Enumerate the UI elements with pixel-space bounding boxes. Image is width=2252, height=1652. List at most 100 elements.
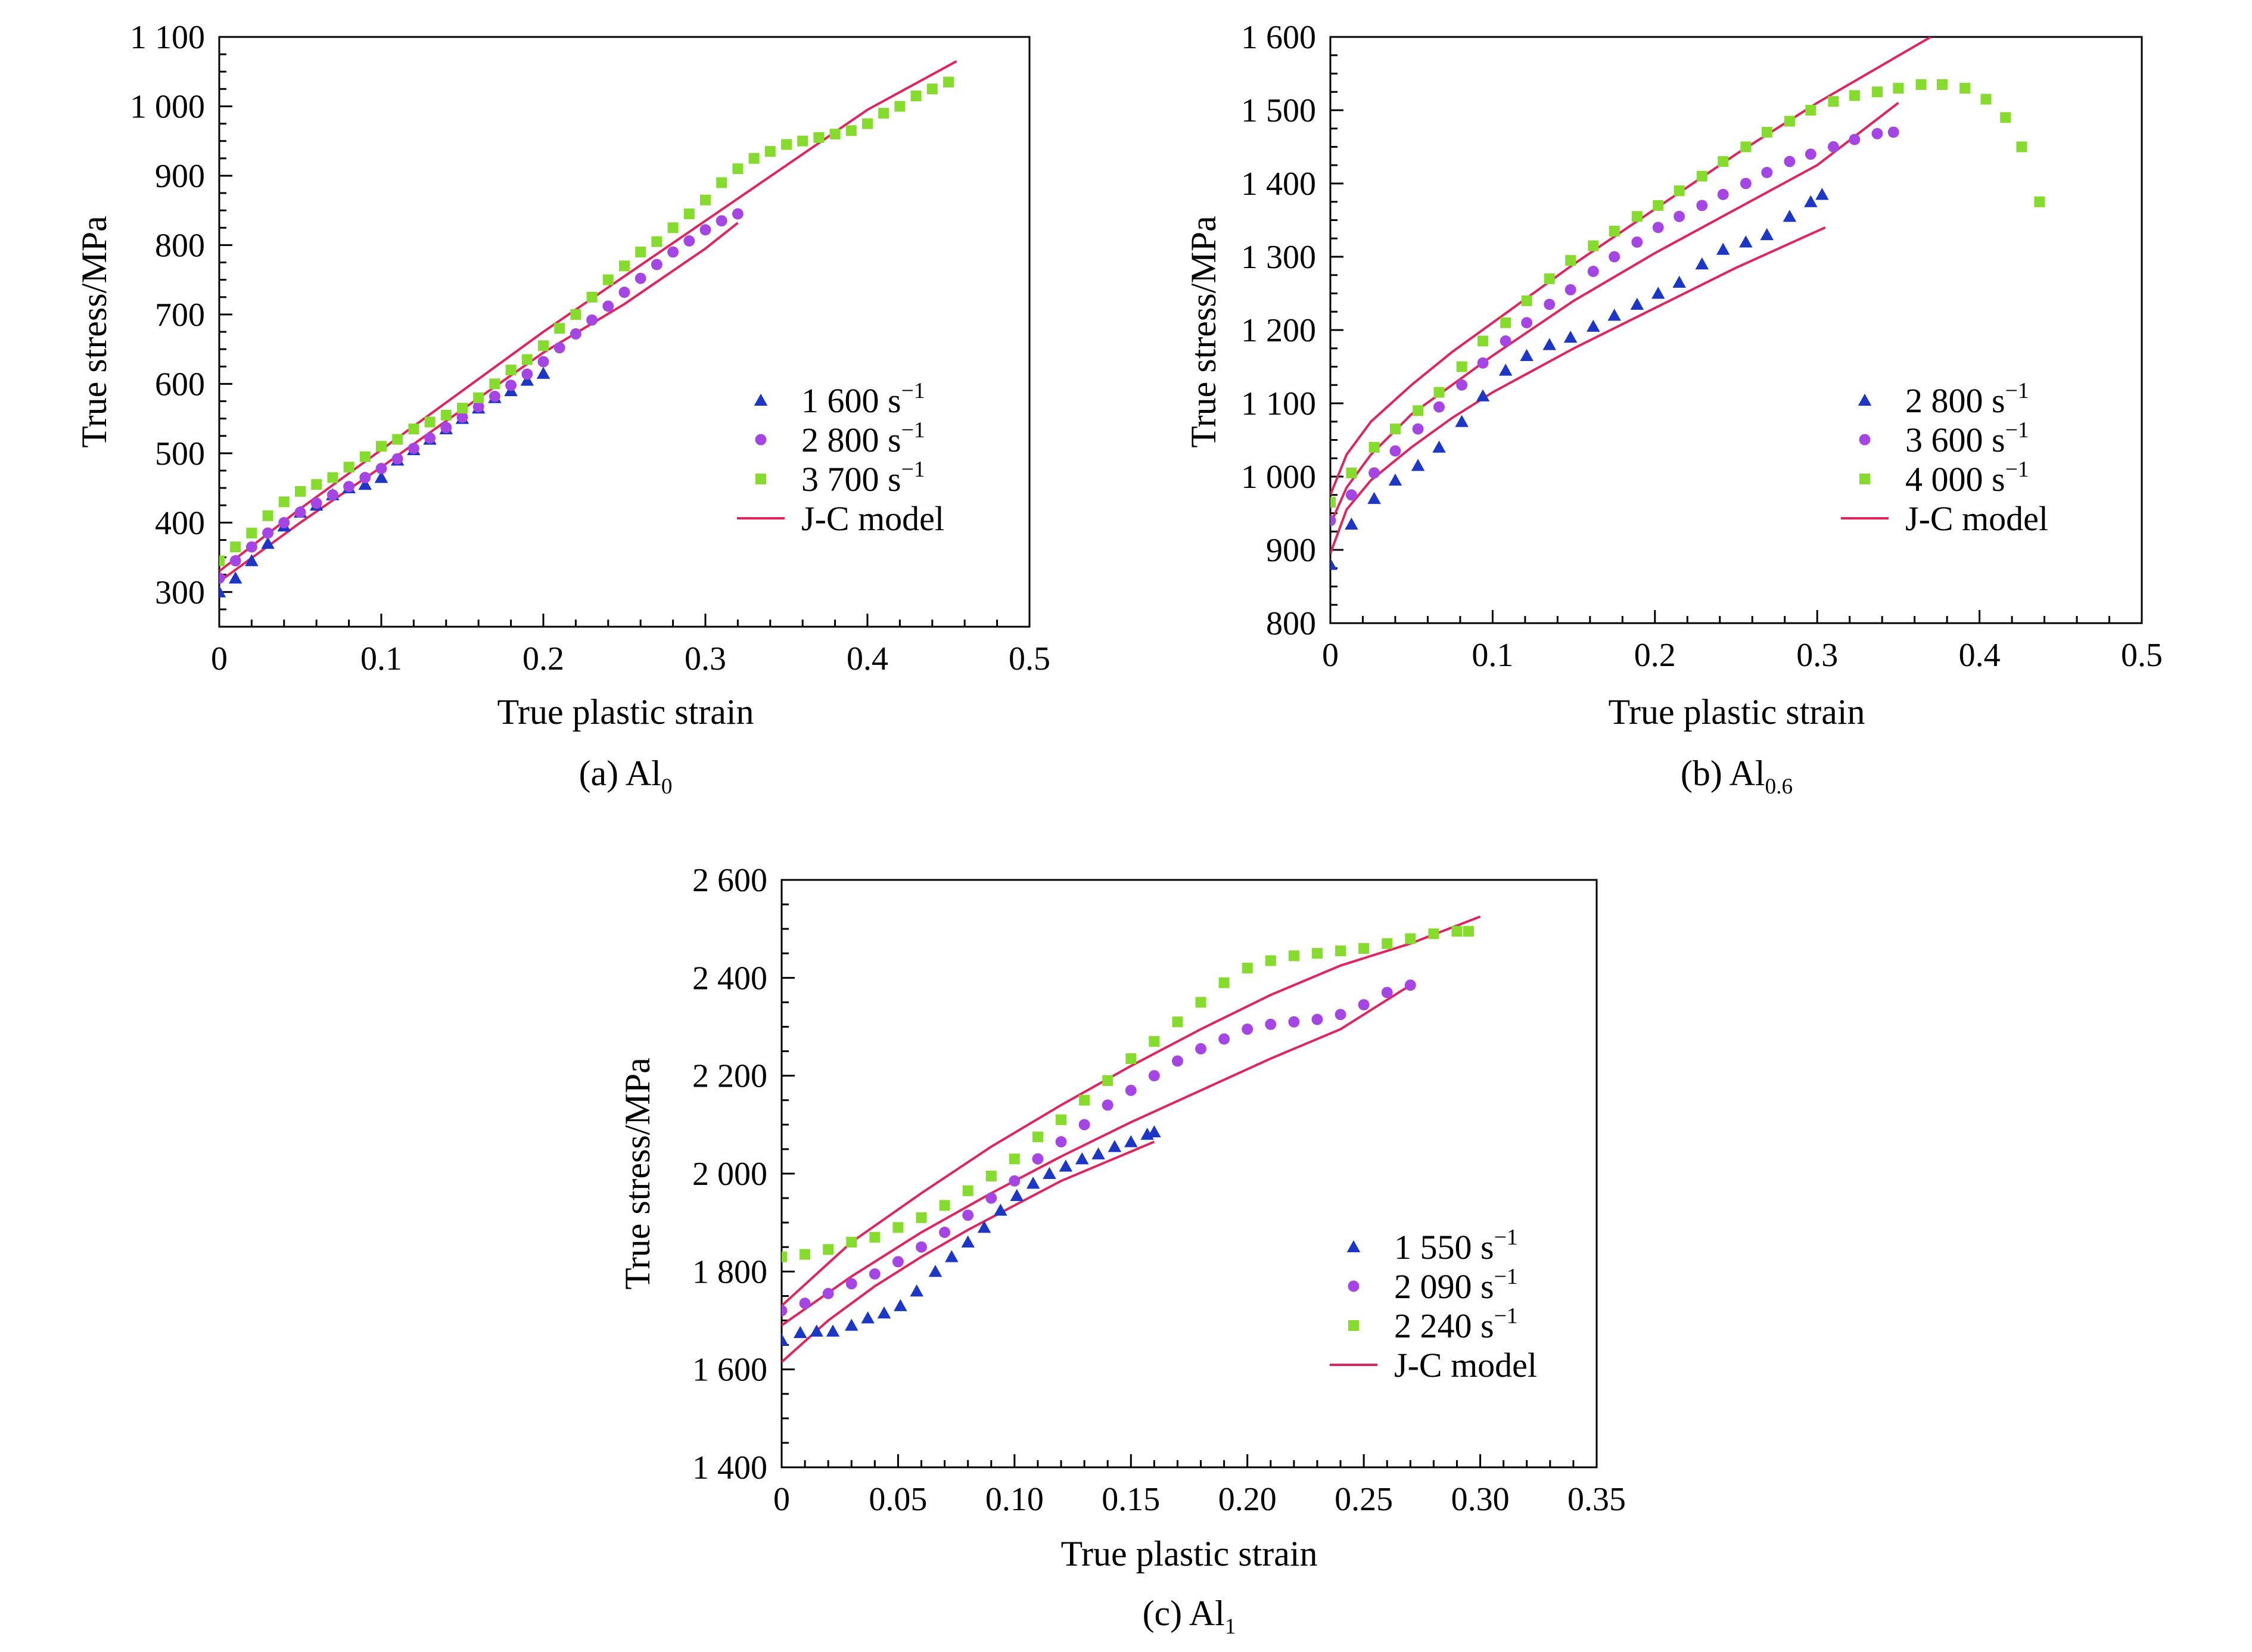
y-tick-label: 2 000: [692, 1156, 767, 1193]
data-point-circle: [1564, 284, 1576, 295]
data-point-circle: [343, 481, 355, 493]
data-point-triangle: [1716, 242, 1730, 255]
data-layer: [219, 60, 957, 598]
data-point-triangle: [1630, 297, 1644, 310]
y-axis-label: True stress/MPa: [1184, 216, 1223, 448]
jc-model-line: [219, 60, 957, 573]
data-point-circle: [1871, 127, 1883, 139]
data-point-triangle: [1091, 1147, 1105, 1160]
jc-model-line: [219, 222, 739, 583]
data-point-circle: [440, 422, 452, 434]
x-tick-label: 0.1: [1472, 637, 1513, 674]
data-point-square: [489, 378, 500, 390]
chart-panel-b: 0 0.1 0.2 0.3 0.4 0.5 800 900 1 000 1 100 1 200 1 3…: [1184, 19, 2163, 799]
y-tick-label: 600: [155, 366, 205, 403]
data-point-circle: [939, 1227, 951, 1239]
data-point-square: [985, 1171, 997, 1182]
data-point-square: [800, 1249, 811, 1260]
legend-label: J-C model: [1905, 499, 2048, 538]
data-point-circle: [1265, 1018, 1277, 1030]
data-point-square: [538, 340, 549, 351]
series-square: [219, 76, 954, 567]
data-point-square: [846, 1237, 857, 1248]
data-point-square: [1218, 977, 1230, 988]
data-point-square: [2000, 112, 2011, 123]
series-circle: [1330, 126, 1899, 527]
data-point-square: [505, 365, 517, 376]
y-tick-label: 2 200: [692, 1058, 767, 1095]
panel-caption: (c) Al1: [1143, 1594, 1236, 1639]
legend-marker-circle: [755, 434, 767, 446]
data-point-square: [1805, 105, 1816, 116]
data-point-square: [716, 177, 727, 188]
data-point-square: [1346, 467, 1357, 478]
data-point-triangle: [1815, 188, 1829, 200]
data-point-triangle: [1124, 1135, 1138, 1147]
x-tick-label: 0.4: [1959, 637, 2001, 674]
data-point-circle: [618, 287, 630, 298]
data-point-triangle: [1607, 309, 1621, 321]
data-point-circle: [1544, 298, 1556, 310]
series-circle: [219, 208, 744, 584]
data-point-square: [1149, 1036, 1160, 1047]
data-point-triangle: [1587, 319, 1600, 332]
data-point-square: [1389, 424, 1401, 435]
data-point-circle: [1761, 167, 1773, 178]
y-tick-label: 1 000: [130, 88, 205, 125]
data-point-circle: [245, 541, 257, 553]
data-point-square: [1674, 185, 1685, 197]
data-point-circle: [1288, 1016, 1300, 1028]
data-point-square: [424, 416, 436, 428]
data-point-circle: [1032, 1153, 1044, 1165]
data-point-triangle: [945, 1250, 959, 1262]
data-point-triangle: [1345, 517, 1358, 530]
data-point-circle: [1740, 178, 1752, 189]
x-tick-label: 0.1: [360, 640, 402, 677]
legend-marker-triangle: [1346, 1240, 1361, 1252]
data-point-triangle: [1059, 1159, 1073, 1172]
data-point-square: [343, 462, 354, 473]
data-point-circle: [716, 215, 727, 227]
data-point-triangle: [1739, 235, 1753, 248]
y-tick-label: 800: [155, 227, 205, 264]
data-point-triangle: [1783, 210, 1797, 222]
data-point-circle: [1078, 1119, 1090, 1131]
data-point-circle: [1404, 979, 1416, 991]
data-point-triangle: [894, 1299, 907, 1311]
data-point-circle: [1717, 189, 1729, 200]
data-point-circle: [1389, 445, 1401, 457]
data-point-circle: [1521, 317, 1533, 329]
data-point-circle: [1887, 126, 1899, 138]
jc-model-line: [782, 1140, 1155, 1363]
legend: 1 550 s−12 090 s−12 240 s−1J-C model: [1330, 1225, 1537, 1385]
y-axis-label: True stress/MPa: [618, 1057, 657, 1290]
data-point-square: [916, 1212, 927, 1223]
data-point-square: [1382, 938, 1393, 949]
legend-label: 1 550 s−1: [1394, 1225, 1518, 1267]
data-point-square: [894, 101, 906, 112]
y-tick-label: 900: [155, 158, 205, 195]
y-axis-label: True stress/MPa: [74, 216, 114, 448]
data-point-circle: [570, 328, 581, 340]
data-point-square: [781, 139, 792, 150]
y-tick-label: 1 800: [692, 1253, 767, 1290]
data-point-circle: [1311, 1013, 1323, 1025]
legend-marker-triangle: [1858, 393, 1872, 406]
data-point-circle: [651, 259, 662, 270]
y-tick-label: 800: [1266, 605, 1316, 642]
data-point-square: [1980, 94, 1992, 105]
data-point-circle: [1195, 1043, 1206, 1054]
jc-model-line: [1330, 102, 1899, 525]
data-point-circle: [634, 272, 646, 284]
data-point-circle: [1102, 1099, 1113, 1111]
data-point-triangle: [1804, 195, 1818, 207]
legend-label: 4 000 s−1: [1905, 457, 2029, 499]
data-point-square: [1413, 405, 1424, 416]
data-point-circle: [799, 1298, 811, 1309]
data-point-square: [1718, 156, 1729, 167]
legend: 1 600 s−12 800 s−13 700 s−1J-C model: [737, 378, 944, 538]
data-point-square: [823, 1244, 834, 1255]
legend-marker-circle: [1348, 1280, 1360, 1292]
data-point-square: [962, 1185, 973, 1196]
